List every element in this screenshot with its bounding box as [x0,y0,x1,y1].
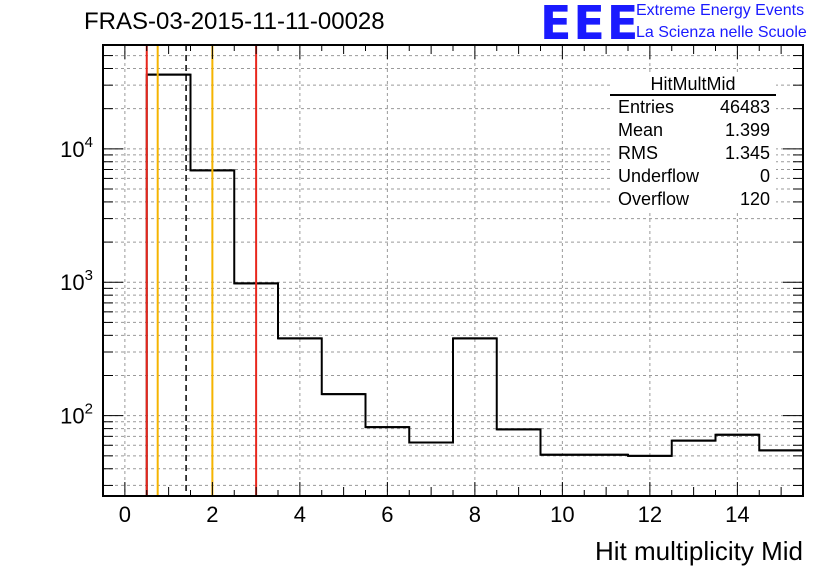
stats-row-overflow: Overflow 120 [610,188,776,211]
x-tick-label: 8 [469,502,481,527]
stats-row-entries: Entries 46483 [610,96,776,119]
logo-line-2: La Scienza nelle Scuole [636,24,807,41]
y-tick-label: 102 [60,401,93,429]
plot-title: FRAS-03-2015-11-11-00028 [84,8,385,35]
stats-row-mean: Mean 1.399 [610,119,776,142]
stats-value: 1.345 [724,143,770,163]
stats-value: 0 [759,166,770,186]
x-tick-label: 0 [119,502,131,527]
x-tick-label: 12 [638,502,662,527]
x-tick-label: 14 [725,502,749,527]
y-tick-label: 104 [60,134,93,162]
x-axis-label: Hit multiplicity Mid [595,536,803,566]
stats-value: 46483 [719,97,770,117]
stats-title: HitMultMid [610,74,776,96]
x-tick-label: 10 [550,502,574,527]
x-tick-label: 6 [381,502,393,527]
y-tick-label: 103 [60,267,93,295]
stats-label: Mean [618,120,664,140]
stats-label: Entries [618,97,675,117]
stats-label: Overflow [618,189,690,209]
x-tick-label: 4 [294,502,306,527]
stats-value: 1.399 [724,120,770,140]
stats-row-rms: RMS 1.345 [610,142,776,165]
stats-label: Underflow [618,166,700,186]
stats-value: 120 [739,189,770,209]
logo-line-1: Extreme Energy Events [636,2,805,19]
x-tick-label: 2 [206,502,218,527]
stats-row-underflow: Underflow 0 [610,165,776,188]
stats-label: RMS [618,143,658,163]
stats-box: HitMultMid Entries 46483 Mean 1.399 RMS … [610,74,776,211]
eee-logo: EEE [540,0,641,50]
